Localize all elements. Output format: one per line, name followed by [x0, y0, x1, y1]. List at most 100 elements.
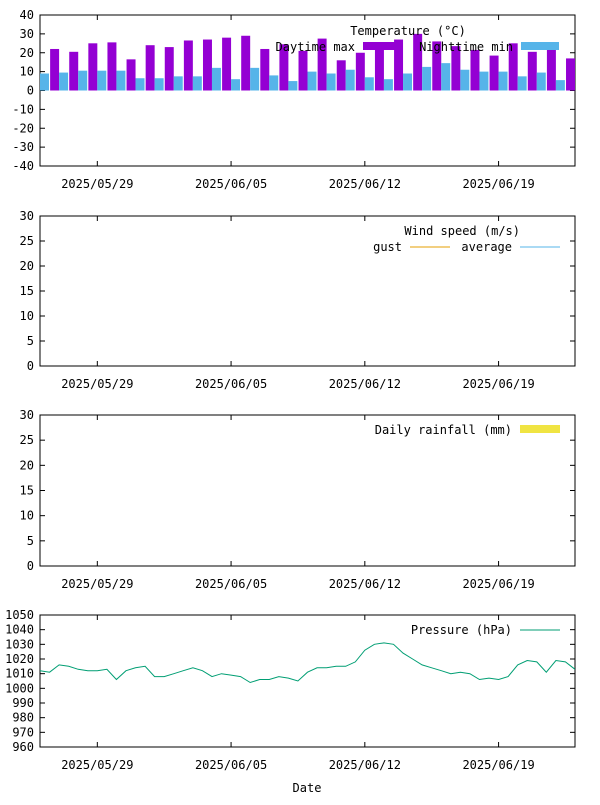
nighttime-min-bar: [269, 75, 279, 91]
daytime-max-bar: [355, 52, 365, 91]
nighttime-min-bar: [441, 63, 451, 91]
y-tick-label: 0: [27, 84, 34, 98]
y-tick-label: 15: [20, 484, 34, 498]
nighttime-min-bar: [517, 76, 527, 91]
y-tick-label: 20: [20, 259, 34, 273]
x-tick-label: 2025/06/19: [462, 377, 534, 391]
daytime-max-bar: [260, 48, 270, 91]
y-tick-label: 0: [27, 559, 34, 573]
pressure-line: [40, 642, 575, 684]
nighttime-min-bar: [498, 71, 508, 91]
x-tick-label: 2025/05/29: [61, 758, 133, 772]
legend-label-rainfall: Daily rainfall (mm): [375, 423, 512, 437]
nighttime-min-bar: [364, 77, 374, 91]
nighttime-min-bar: [154, 78, 164, 91]
daytime-max-bar: [183, 40, 193, 91]
nighttime-min-bar: [307, 71, 317, 91]
nighttime-min-bar: [326, 73, 336, 91]
daytime-max-bar: [145, 45, 155, 91]
nighttime-min-bar: [383, 79, 393, 91]
plot-frame: [39, 614, 576, 748]
chart-panel-2: 0 5 10 15 20 25 30 2025/05/29 2025/06/05 2025/06/…: [20, 209, 576, 391]
y-tick-label: 5: [27, 534, 34, 548]
y-tick-label: 1050: [5, 608, 34, 622]
y-tick-label: 1030: [5, 637, 34, 651]
nighttime-min-bar: [555, 80, 565, 91]
y-tick-label: 25: [20, 433, 34, 447]
nighttime-min-bar: [116, 70, 126, 91]
daytime-max-bar: [88, 43, 98, 91]
nighttime-min-bar: [250, 67, 260, 91]
y-tick-label: 10: [20, 509, 34, 523]
nighttime-min-bar: [345, 69, 355, 91]
legend-label-daytime-max: Daytime max: [276, 40, 355, 54]
nighttime-min-bar: [40, 73, 49, 91]
nighttime-min-bar: [135, 78, 145, 91]
y-tick-label: 970: [12, 725, 34, 739]
daytime-max-bar: [508, 43, 518, 91]
y-tick-label: 0: [27, 359, 34, 373]
x-axis-label: Date: [293, 781, 322, 795]
nighttime-min-bar: [403, 73, 413, 91]
daytime-max-bar: [202, 39, 212, 91]
daytime-max-bar: [451, 46, 461, 91]
nighttime-min-bar: [173, 76, 183, 91]
y-tick-label: 30: [20, 209, 34, 223]
y-tick-label: 1040: [5, 623, 34, 637]
nighttime-min-bar: [460, 69, 470, 91]
y-tick-label: 30: [20, 27, 34, 41]
legend-label-average: average: [461, 240, 512, 254]
y-tick-label: 10: [20, 65, 34, 79]
y-tick-label: 1020: [5, 652, 34, 666]
x-tick-label: 2025/06/12: [329, 758, 401, 772]
nighttime-min-bar: [422, 66, 432, 91]
daytime-max-bar: [298, 50, 308, 91]
x-tick-label: 2025/06/12: [329, 377, 401, 391]
daytime-max-bar: [432, 41, 442, 91]
daytime-max-bar: [413, 33, 423, 91]
nighttime-min-bar: [231, 79, 241, 91]
daytime-max-bar: [394, 39, 404, 91]
y-tick-label: 5: [27, 334, 34, 348]
nighttime-min-bar: [288, 81, 298, 91]
x-tick-label: 2025/06/05: [195, 577, 267, 591]
x-tick-label: 2025/06/19: [462, 758, 534, 772]
nighttime-min-bar: [575, 81, 584, 90]
nighttime-min-bar: [78, 70, 88, 91]
y-tick-label: 30: [20, 408, 34, 422]
daytime-max-bar: [374, 48, 384, 91]
y-tick-label: 960: [12, 740, 34, 754]
y-tick-label: 1000: [5, 681, 34, 695]
daytime-max-bar: [546, 43, 556, 91]
daytime-max-bar: [69, 51, 79, 91]
daytime-max-bar: [50, 48, 60, 91]
legend-swatch-daytime-max: [363, 42, 401, 50]
y-tick-label: 980: [12, 711, 34, 725]
daytime-max-bar: [470, 49, 480, 91]
legend-label-nighttime-min: Nighttime min: [419, 40, 513, 54]
daytime-max-bar: [566, 58, 575, 91]
legend-swatch-nighttime-min: [521, 42, 559, 50]
nighttime-min-bar: [211, 67, 221, 91]
x-tick-label: 2025/06/12: [329, 577, 401, 591]
y-tick-label: 20: [20, 458, 34, 472]
chart-panel-1: -40 -30 -20 -10 0 10 20 30 40 2025/05/29 2025/06/0…: [12, 8, 584, 191]
nighttime-min-bar: [97, 70, 107, 91]
plot-area: [40, 33, 584, 91]
legend-swatch-rainfall: [520, 425, 560, 433]
daytime-max-bar: [126, 59, 136, 91]
chart-title: Wind speed (m/s): [404, 224, 520, 238]
nighttime-min-bar: [536, 72, 546, 91]
chart-title: Temperature (°C): [350, 24, 466, 38]
daytime-max-bar: [241, 35, 251, 91]
x-tick-label: 2025/06/19: [462, 577, 534, 591]
x-tick-label: 2025/05/29: [61, 377, 133, 391]
plot-frame: [39, 215, 576, 367]
x-tick-label: 2025/06/05: [195, 377, 267, 391]
legend-label-gust: gust: [373, 240, 402, 254]
nighttime-min-bar: [59, 72, 69, 91]
x-tick-label: 2025/06/19: [462, 177, 534, 191]
